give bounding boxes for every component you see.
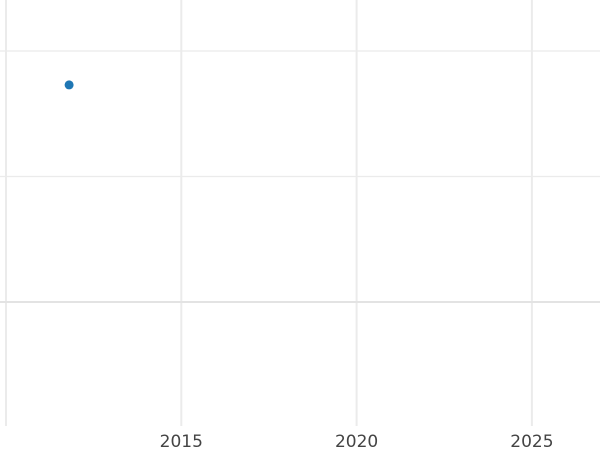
x-tick-label: 2015 <box>160 432 203 450</box>
data-points <box>64 80 74 90</box>
x-tick-label: 2020 <box>335 432 378 450</box>
data-point <box>64 80 74 90</box>
x-tick-label: 2025 <box>510 432 553 450</box>
grid <box>0 0 600 426</box>
x-tick-labels: 2015 2020 2025 <box>160 432 554 450</box>
